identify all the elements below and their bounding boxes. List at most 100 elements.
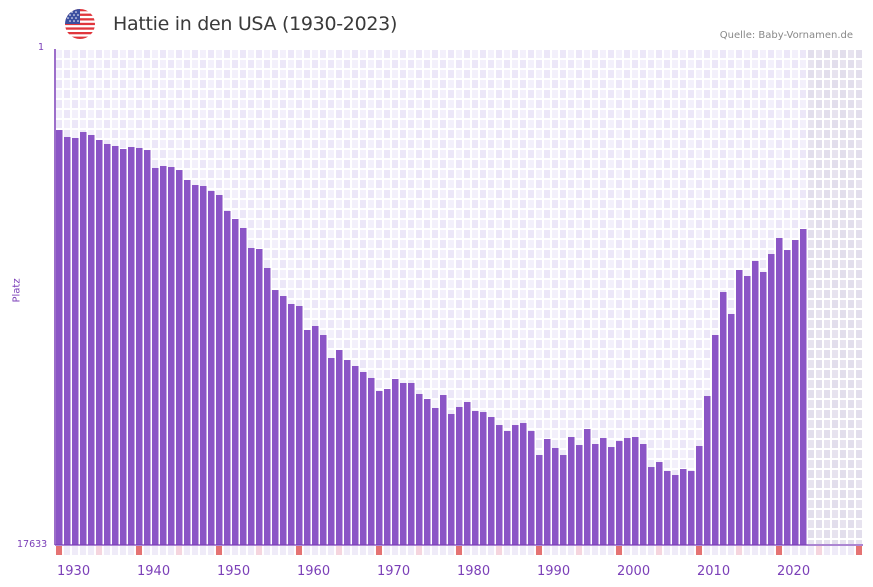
grid-cell: [408, 120, 414, 128]
grid-cell: [720, 130, 726, 138]
grid-cell: [608, 430, 614, 438]
grid-cell: [648, 60, 654, 68]
grid-cell: [224, 120, 230, 128]
grid-cell: [296, 240, 302, 248]
grid-cell: [320, 320, 326, 328]
grid-cell: [208, 80, 214, 88]
grid-cell: [832, 280, 838, 288]
grid-cell: [640, 120, 646, 128]
grid-cell: [512, 150, 518, 158]
grid-cell: [808, 310, 814, 318]
grid-cell: [760, 90, 766, 98]
grid-cell: [808, 170, 814, 178]
grid-cell: [608, 100, 614, 108]
grid-cell: [704, 390, 710, 398]
grid-cell: [600, 110, 606, 118]
grid-cell: [488, 170, 494, 178]
grid-cell: [664, 240, 670, 248]
grid-cell: [824, 80, 830, 88]
grid-cell: [792, 70, 798, 78]
grid-cell: [704, 320, 710, 328]
grid-cell: [344, 150, 350, 158]
grid-cell: [440, 330, 446, 338]
grid-cell: [496, 280, 502, 288]
grid-cell: [832, 250, 838, 258]
grid-cell: [320, 290, 326, 298]
grid-cell: [632, 130, 638, 138]
grid-cell: [640, 220, 646, 228]
grid-cell: [824, 280, 830, 288]
grid-cell: [768, 240, 774, 248]
grid-cell: [304, 290, 310, 298]
grid-cell: [456, 140, 462, 148]
grid-cell: [760, 240, 766, 248]
grid-cell: [368, 290, 374, 298]
grid-cell: [680, 360, 686, 368]
grid-cell: [824, 450, 830, 458]
grid-cell: [656, 50, 662, 58]
grid-cell: [728, 280, 734, 288]
grid-cell: [184, 130, 190, 138]
grid-cell: [712, 200, 718, 208]
grid-cell: [352, 320, 358, 328]
grid-cell: [736, 50, 742, 58]
grid-cell: [160, 90, 166, 98]
grid-cell: [800, 220, 806, 228]
grid-cell: [464, 360, 470, 368]
grid-cell: [520, 150, 526, 158]
grid-cell: [688, 320, 694, 328]
grid-cell: [816, 480, 822, 488]
grid-cell: [448, 230, 454, 238]
grid-cell: [808, 530, 814, 538]
grid-cell: [784, 90, 790, 98]
grid-cell: [232, 150, 238, 158]
grid-cell: [848, 330, 854, 338]
grid-cell: [304, 320, 310, 328]
grid-cell: [272, 90, 278, 98]
grid-cell: [312, 220, 318, 228]
grid-cell: [680, 80, 686, 88]
grid-cell: [552, 120, 558, 128]
grid-cell: [760, 210, 766, 218]
grid-cell: [184, 120, 190, 128]
grid-cell: [696, 150, 702, 158]
grid-cell: [184, 80, 190, 88]
grid-cell: [832, 150, 838, 158]
grid-cell: [344, 340, 350, 348]
grid-cell: [392, 250, 398, 258]
grid-cell: [736, 190, 742, 198]
grid-cell: [184, 170, 190, 178]
grid-cell: [200, 60, 206, 68]
grid-cell: [816, 180, 822, 188]
grid-cell: [608, 160, 614, 168]
grid-cell: [216, 70, 222, 78]
grid-cell: [552, 340, 558, 348]
grid-cell: [632, 90, 638, 98]
grid-cell: [832, 430, 838, 438]
grid-cell: [128, 70, 134, 78]
grid-cell: [312, 190, 318, 198]
grid-cell: [352, 360, 358, 368]
grid-cell: [400, 220, 406, 228]
grid-cell: [352, 290, 358, 298]
grid-cell: [712, 240, 718, 248]
grid-cell: [496, 80, 502, 88]
grid-cell: [200, 170, 206, 178]
grid-cell: [432, 90, 438, 98]
grid-cell: [640, 80, 646, 88]
grid-cell: [648, 120, 654, 128]
grid-cell: [328, 60, 334, 68]
grid-cell: [552, 130, 558, 138]
grid-cell: [424, 330, 430, 338]
grid-cell: [384, 310, 390, 318]
grid-cell: [480, 390, 486, 398]
grid-cell: [808, 320, 814, 328]
grid-cell: [168, 160, 174, 168]
grid-cell: [328, 350, 334, 358]
grid-cell: [376, 310, 382, 318]
grid-cell: [608, 110, 614, 118]
grid-cell: [176, 100, 182, 108]
y-tick-label-bottom: 17633: [17, 539, 48, 550]
grid-cell: [192, 160, 198, 168]
grid-cell: [112, 60, 118, 68]
